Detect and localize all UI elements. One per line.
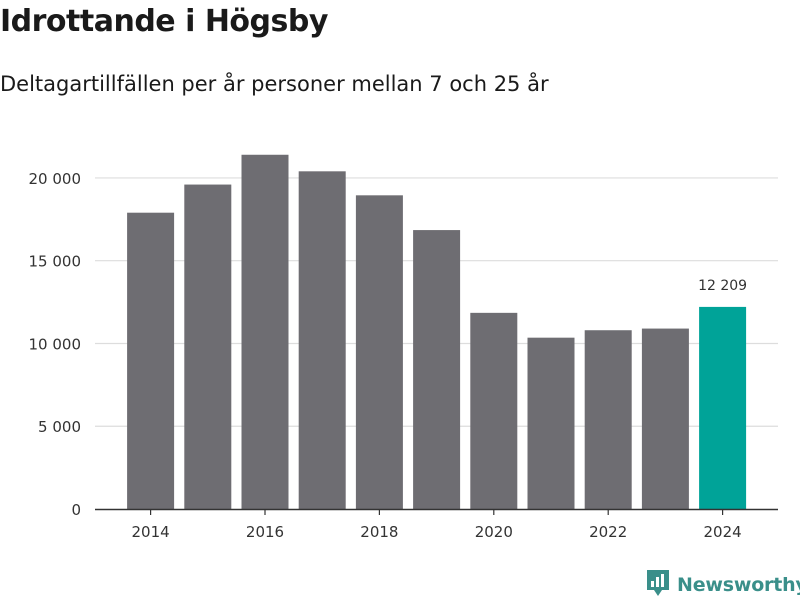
- bar-2023: [641, 328, 689, 509]
- y-axis: 0 5 000 10 000 15 000 20 000: [29, 170, 82, 519]
- y-tick-label: 5 000: [38, 418, 81, 436]
- x-tick-label: 2016: [246, 523, 284, 541]
- bar-2015: [184, 184, 232, 510]
- bar-2020: [470, 312, 518, 509]
- bar-2021: [527, 337, 575, 509]
- x-tick-label: 2020: [475, 523, 513, 541]
- newsworthy-logo-text: Newsworthy: [677, 574, 800, 596]
- x-tick-label: 2018: [360, 523, 398, 541]
- y-tick-label: 20 000: [29, 170, 82, 188]
- chart-title: Idrottande i Högsby: [0, 4, 328, 39]
- bar-2024: [699, 306, 747, 509]
- x-tick-label: 2022: [589, 523, 627, 541]
- bar-2019: [413, 230, 461, 509]
- bar-2022: [584, 330, 632, 509]
- bar-2016: [241, 154, 289, 509]
- data-label: 12 209: [698, 278, 747, 294]
- newsworthy-logo[interactable]: Newsworthy: [645, 568, 800, 602]
- y-tick-label: 0: [71, 501, 81, 519]
- data-labels: 12 209: [698, 278, 747, 294]
- y-tick-label: 10 000: [29, 335, 82, 353]
- newsworthy-logo-icon: [645, 568, 671, 602]
- chart-subtitle: Deltagartillfällen per år personer mella…: [0, 72, 549, 96]
- bar-2017: [298, 171, 346, 510]
- bar-2014: [127, 212, 175, 509]
- bars: [127, 154, 747, 510]
- x-axis: 2014 2016 2018 2020 2022 2024: [95, 508, 778, 541]
- x-tick-label: 2014: [132, 523, 170, 541]
- bar-2018: [355, 195, 403, 509]
- x-tick-label: 2024: [704, 523, 742, 541]
- y-tick-label: 15 000: [29, 253, 82, 271]
